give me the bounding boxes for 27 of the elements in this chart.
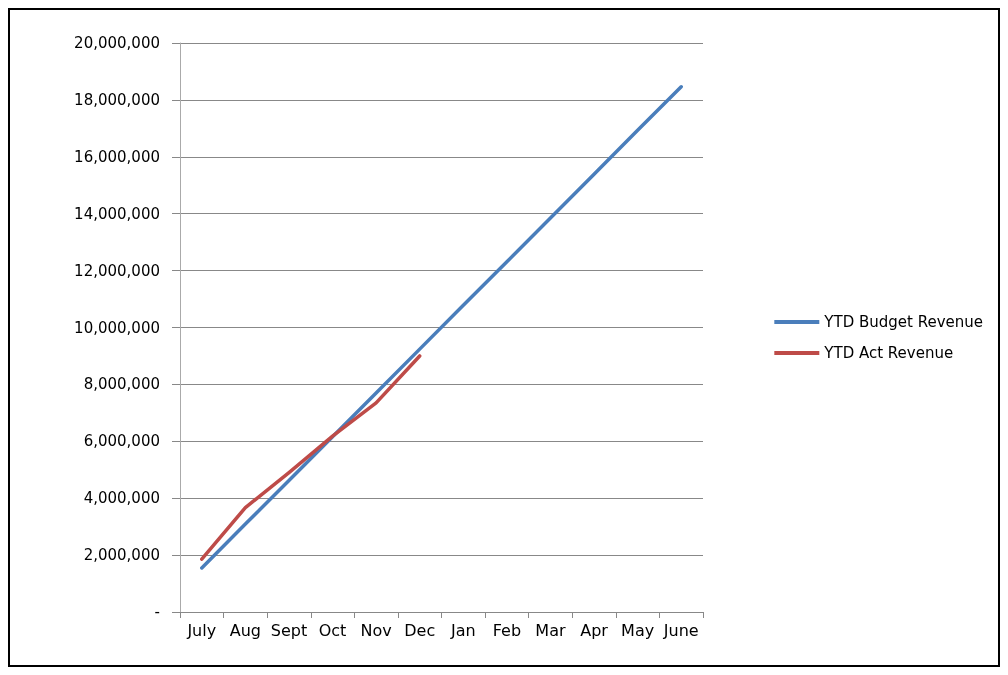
y-tick-label: 10,000,000	[74, 318, 160, 337]
y-tick-label: 4,000,000	[83, 489, 160, 508]
y-tick-label: 20,000,000	[74, 34, 160, 52]
x-tick-label: Nov	[360, 620, 392, 640]
x-tick-label: Feb	[492, 620, 522, 640]
x-tick-label: May	[621, 620, 655, 640]
line-series	[200, 85, 683, 570]
line-series	[200, 354, 422, 561]
x-tick-label: Apr	[580, 620, 609, 640]
y-tick-label: 8,000,000	[83, 375, 160, 394]
x-tick-label: Mar	[535, 620, 566, 640]
x-tick-label: Jan	[449, 620, 476, 640]
y-tick-label: 18,000,000	[74, 90, 160, 109]
y-tick-label: 2,000,000	[83, 546, 160, 565]
y-tick-label: 6,000,000	[83, 432, 160, 451]
y-tick-label: 12,000,000	[74, 261, 160, 280]
y-tick-label: 16,000,000	[74, 147, 160, 166]
y-tick-label: 14,000,000	[74, 204, 160, 223]
x-tick-label: Sept	[270, 620, 308, 640]
x-tick-label: June	[662, 620, 699, 640]
legend-label: YTD Budget Revenue	[823, 313, 983, 331]
legend-label: YTD Act Revenue	[823, 344, 954, 362]
x-tick-label: Oct	[318, 620, 347, 640]
x-tick-label: July	[186, 620, 217, 640]
y-tick-label: -	[154, 603, 160, 621]
x-tick-label: Aug	[229, 620, 261, 640]
x-tick-label: Dec	[404, 620, 436, 640]
